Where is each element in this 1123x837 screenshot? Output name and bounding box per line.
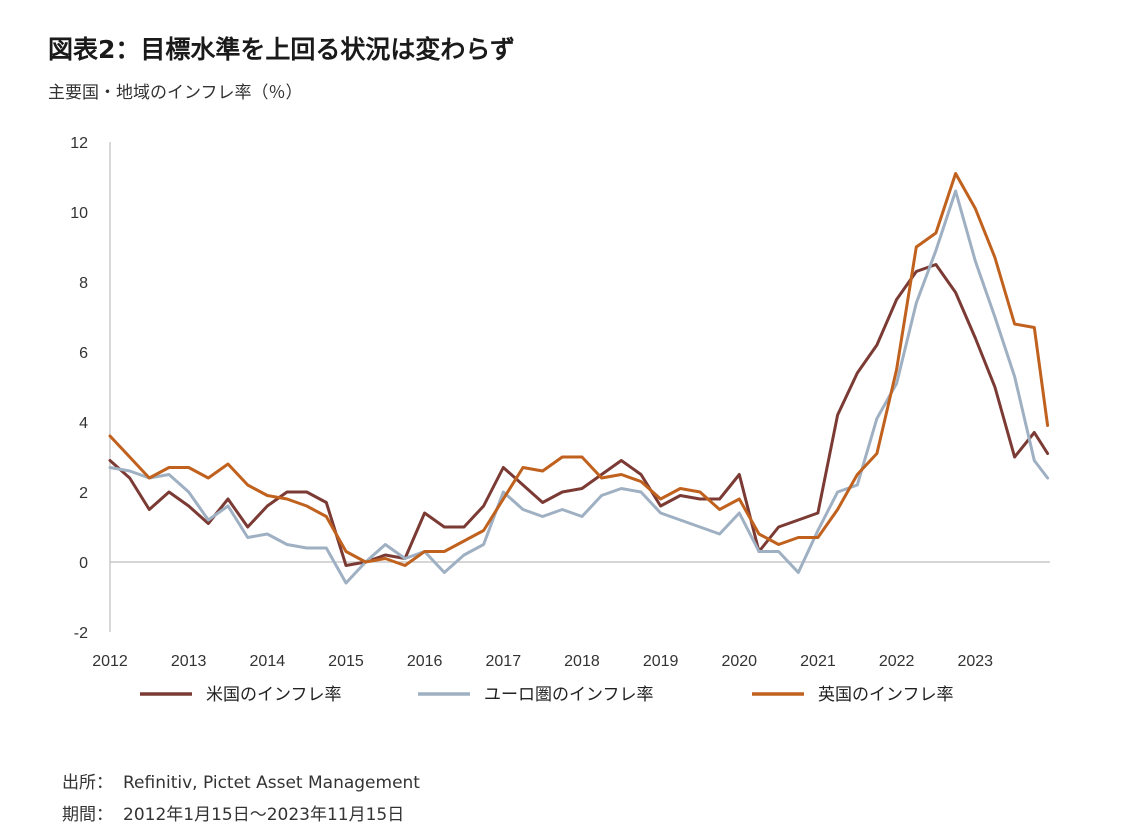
series-line-2 (108, 189, 1050, 585)
x-tick-label: 2015 (328, 653, 364, 670)
y-tick-label: 2 (79, 485, 88, 502)
source-value: Refinitiv, Pictet Asset Management (123, 773, 420, 793)
x-tick-label: 2021 (800, 653, 836, 670)
x-tick-label: 2017 (486, 653, 522, 670)
chart-legend: 米国のインフレ率 ユーロ圏のインフレ率 英国のインフレ率 (140, 685, 954, 705)
x-tick-label: 2022 (879, 653, 915, 670)
source-note: 出所： Refinitiv, Pictet Asset Management (62, 768, 420, 793)
y-tick-label: 4 (79, 415, 88, 432)
y-tick-label: 0 (79, 555, 88, 572)
y-tick-labels: 12 10 8 6 4 2 0 -2 (70, 135, 88, 642)
legend-label-1: 米国のインフレ率 (206, 685, 342, 705)
x-tick-label: 2013 (171, 653, 207, 670)
legend-label-2: ユーロ圏のインフレ率 (484, 685, 654, 705)
x-tick-label: 2016 (407, 653, 443, 670)
series-line-3 (108, 172, 1050, 567)
y-tick-label: -2 (74, 625, 88, 642)
y-tick-label: 6 (79, 345, 88, 362)
legend-label-3: 英国のインフレ率 (818, 685, 954, 705)
x-tick-label: 2014 (250, 653, 286, 670)
y-tick-label: 8 (79, 275, 88, 292)
chart-subtitle: 主要国・地域のインフレ率（％） (48, 83, 303, 103)
y-tick-label: 10 (70, 205, 88, 222)
chart-axes (109, 142, 1050, 632)
series-line-1 (108, 263, 1050, 567)
y-tick-label: 12 (70, 135, 88, 152)
x-tick-label: 2020 (721, 653, 757, 670)
series-lines (108, 172, 1050, 585)
period-key: 期間： (62, 805, 113, 825)
x-tick-label: 2019 (643, 653, 679, 670)
period-note: 期間： 2012年1月15日～2023年11月15日 (62, 800, 404, 825)
period-value: 2012年1月15日～2023年11月15日 (123, 805, 405, 825)
x-tick-label: 2012 (92, 653, 128, 670)
source-key: 出所： (62, 773, 113, 793)
chart-title: 図表2：目標水準を上回る状況は変わらず (48, 35, 515, 64)
x-tick-label: 2018 (564, 653, 600, 670)
x-tick-labels: 2012 2013 2014 2015 2016 2017 2018 2019 2020 2021… (92, 653, 993, 670)
x-tick-label: 2023 (957, 653, 993, 670)
